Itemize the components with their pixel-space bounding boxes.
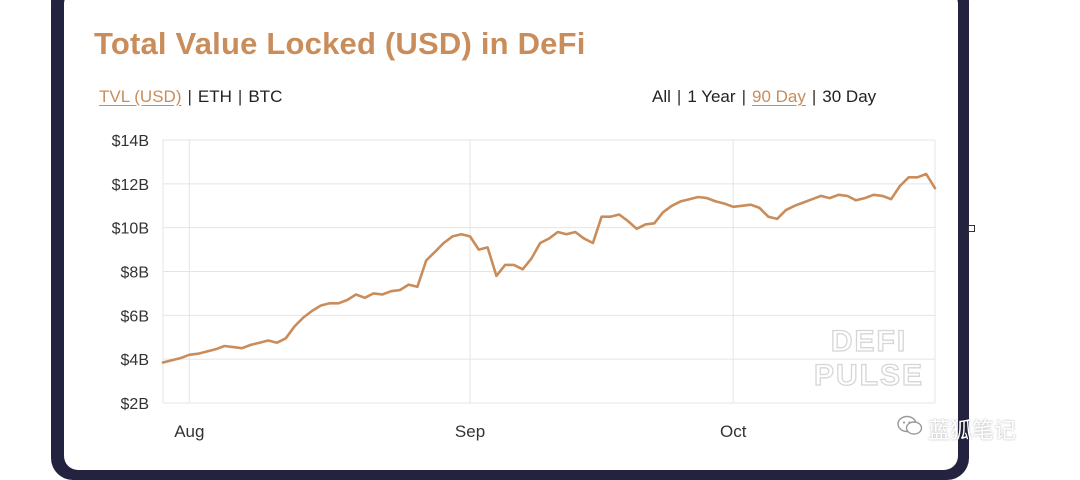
y-tick-label: $6B <box>121 308 149 325</box>
chart-card <box>64 0 958 470</box>
separator: | <box>237 87 243 106</box>
resize-handle[interactable] <box>968 225 975 232</box>
y-tick-label: $4B <box>121 352 149 369</box>
y-tick-label: $2B <box>121 396 149 413</box>
chart-title: Total Value Locked (USD) in DeFi <box>94 26 586 61</box>
metric-option-eth[interactable]: ETH <box>197 87 232 106</box>
range-option-30-day[interactable]: 30 Day <box>822 87 877 106</box>
metric-option-btc[interactable]: BTC <box>248 87 283 106</box>
y-tick-label: $14B <box>112 133 149 150</box>
range-option-90-day[interactable]: 90 Day <box>751 87 806 106</box>
range-toggle-group: All | 1 Year | 90 Day | 30 Day <box>652 87 876 107</box>
grid-lines <box>162 139 936 404</box>
range-option-1-year[interactable]: 1 Year <box>687 87 736 106</box>
x-tick-label: Aug <box>174 422 204 441</box>
y-tick-label: $12B <box>112 177 149 194</box>
axis-labels: $14B $12B $10B $8B $6B $4B $2B Aug Sep Oct <box>112 133 747 441</box>
wechat-watermark-label: 蓝狐笔记 <box>928 419 1017 444</box>
range-option-all[interactable]: All <box>652 87 671 106</box>
tvl-line-chart: $14B $12B $10B $8B $6B $4B $2B Aug Sep Oct DEFI P… <box>112 133 937 441</box>
x-tick-label: Oct <box>720 422 747 441</box>
watermark-defi-text: DEFI <box>831 325 907 358</box>
defi-pulse-watermark: DEFI PULSE <box>813 324 924 392</box>
metric-toggle-group: TVL (USD) | ETH | BTC <box>99 87 282 107</box>
y-tick-label: $10B <box>112 221 149 238</box>
metric-option-tvl[interactable]: TVL (USD) <box>99 87 182 106</box>
separator: | <box>741 87 746 106</box>
separator: | <box>187 87 192 106</box>
series-layer <box>161 172 937 364</box>
y-tick-label: $8B <box>121 265 149 282</box>
watermark-pulse-text: PULSE <box>814 359 924 392</box>
tvl-series-line <box>161 172 937 364</box>
wechat-icon <box>897 415 923 435</box>
separator: | <box>676 87 682 106</box>
separator: | <box>811 87 817 106</box>
x-tick-label: Sep <box>455 422 485 441</box>
